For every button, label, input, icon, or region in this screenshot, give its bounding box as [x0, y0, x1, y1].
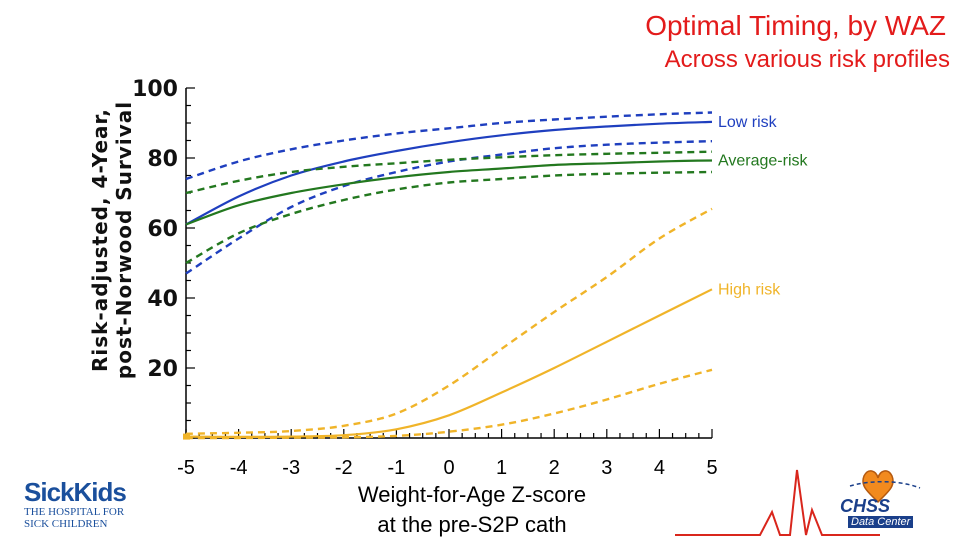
sickkids-logo-sub-2: SICK CHILDREN: [24, 518, 108, 530]
series-label-average-risk: Average-risk: [718, 152, 809, 169]
x-axis-label-line1: Weight-for-Age Z-score: [357, 482, 587, 507]
y-tick-label: 20: [147, 357, 178, 382]
x-tick-label: 4: [654, 457, 665, 479]
series-line-low-risk-lower-ci: [185, 140, 713, 275]
ecg-trace-decoration: [675, 469, 880, 536]
x-axis-label-line2: at the pre-S2P cath: [377, 512, 567, 537]
chss-logo-word: CHSS: [840, 496, 891, 516]
series-layer: [183, 111, 713, 440]
y-tick-label: 80: [147, 147, 178, 172]
ecg-line: [675, 469, 880, 536]
series-line-low-risk-upper-ci: [185, 111, 713, 181]
chss-logo: CHSS Data Center: [790, 466, 940, 536]
chss-logo-sub: Data Center: [848, 516, 914, 528]
x-tick-label: 2: [549, 457, 560, 479]
chss-heart-icon: [849, 470, 921, 504]
x-tick-label: -2: [335, 457, 353, 479]
series-label-high-risk: High risk: [718, 281, 781, 298]
high-risk-start-marker: [183, 433, 190, 440]
x-tick-label: -1: [388, 457, 406, 479]
series-line-average-risk-lower-ci: [185, 170, 713, 265]
y-tick-label: 40: [147, 287, 178, 312]
heart-shape: [862, 470, 894, 504]
y-tick-label: 60: [147, 217, 178, 242]
sickkids-logo-word: SickKids: [24, 477, 127, 507]
sickkids-logo: SickKids THE HOSPITAL FOR SICK CHILDREN: [24, 478, 154, 530]
chart-subtitle: Across various risk profiles: [664, 46, 950, 73]
x-tick-label: -4: [230, 457, 248, 479]
axes: 20 40 60 80 100 -5 -4 -3 -2 -1 0 1 2 3 4 5: [132, 77, 718, 479]
series-label-low-risk: Low risk: [718, 114, 778, 131]
x-tick-label: 1: [496, 457, 507, 479]
series-line-high-risk: [185, 288, 713, 438]
y-tick-label: 100: [132, 77, 178, 102]
x-tick-label: 3: [601, 457, 612, 479]
series-line-low-risk: [185, 120, 713, 226]
x-tick-label: -5: [177, 457, 195, 479]
series-line-average-risk: [185, 159, 713, 226]
x-tick-label: 5: [706, 457, 717, 479]
x-axis-label: Weight-for-Age Z-score at the pre-S2P ca…: [312, 480, 632, 540]
chss-swoosh: [849, 480, 921, 489]
chart-title: Optimal Timing, by WAZ: [645, 10, 946, 41]
series-line-high-risk-lower-ci: [185, 368, 713, 440]
series-line-average-risk-upper-ci: [185, 150, 713, 195]
x-tick-label: 0: [443, 457, 454, 479]
series-labels: Low risk Average-risk High risk: [718, 114, 809, 298]
x-tick-label: -3: [282, 457, 300, 479]
series-line-high-risk-upper-ci: [185, 207, 713, 435]
sickkids-logo-sub-1: THE HOSPITAL FOR: [24, 506, 125, 518]
